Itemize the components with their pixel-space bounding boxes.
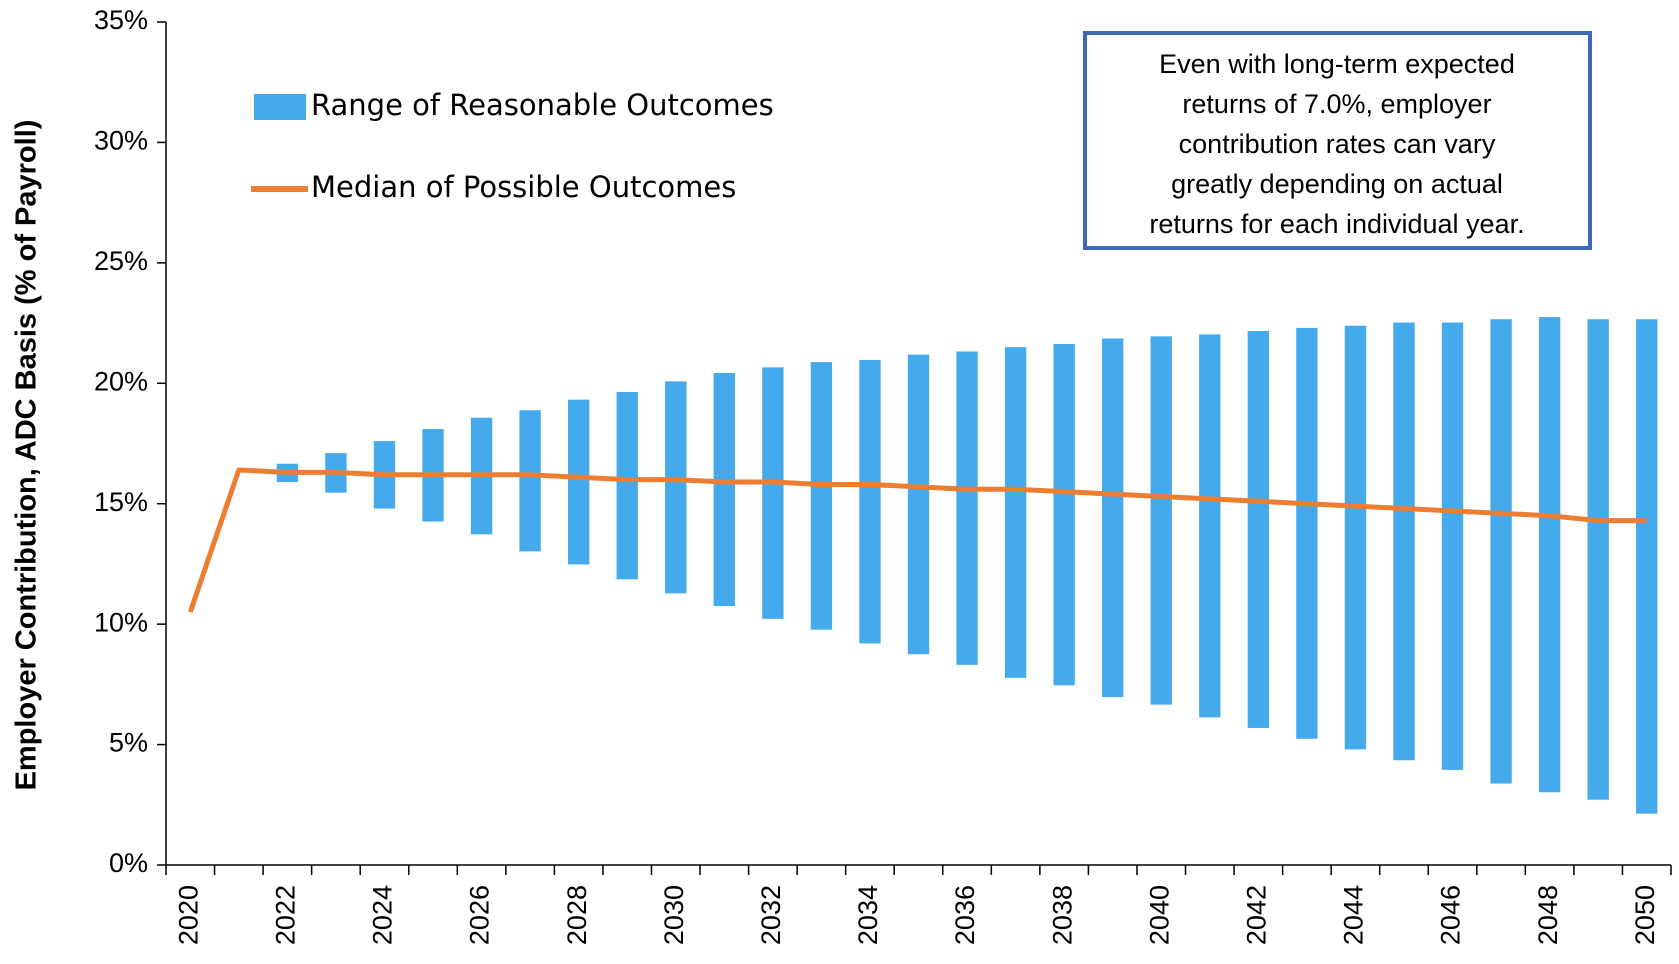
x-tick-label: 2028 [562,885,592,945]
range-bar [665,381,687,594]
x-tick-label: 2032 [756,885,786,945]
range-bar [1247,331,1270,728]
range-bar [616,391,638,580]
range-bar [762,367,784,619]
range-bar [859,359,881,644]
x-tick-label: 2020 [173,885,203,945]
y-tick-label: 30% [94,126,148,156]
x-tick-label: 2026 [465,885,495,945]
range-bar [1150,336,1172,705]
legend-label: Median of Possible Outcomes [311,170,736,204]
range-bar [567,399,590,565]
range-bar [1102,338,1124,698]
range-bar [519,410,541,552]
y-axis-label: Employer Contribution, ADC Basis (% of P… [11,120,43,791]
annotation-box [1083,31,1592,250]
y-tick-label: 20% [94,366,148,396]
range-bar [713,372,735,607]
range-bar [1004,347,1027,678]
x-tick-label: 2034 [853,885,883,945]
x-tick-label: 2042 [1241,885,1271,945]
range-bar [810,362,833,630]
annotation-line: returns for each individual year. [1149,209,1524,239]
range-bar [1587,319,1609,800]
x-tick-label: 2050 [1630,885,1660,945]
y-tick-label: 25% [94,246,148,276]
range-bar [1053,344,1075,686]
x-tick-label: 2044 [1339,885,1369,945]
y-tick-label: 5% [109,728,148,758]
annotation-line: returns of 7.0%, employer [1182,89,1491,119]
range-bar [1344,325,1367,750]
legend-label: Range of Reasonable Outcomes [311,88,774,122]
annotation-line: greatly depending on actual [1171,169,1503,199]
y-tick-label: 10% [94,607,148,637]
range-bar [956,351,978,665]
annotation-line: Even with long-term expected [1159,49,1515,79]
annotation-line: contribution rates can vary [1179,129,1496,159]
x-tick-label: 2038 [1047,885,1077,945]
x-tick-label: 2022 [270,885,300,945]
range-bar [1296,327,1318,739]
x-tick-label: 2036 [950,885,980,945]
y-tick-label: 0% [109,848,148,878]
range-bar [1490,319,1512,784]
x-tick-label: 2040 [1144,885,1174,945]
x-tick-label: 2024 [368,885,398,945]
range-bar [1441,322,1464,770]
legend-swatch [254,94,306,120]
range-bar [1199,334,1221,718]
x-tick-label: 2048 [1533,885,1563,945]
range-bar [907,354,930,655]
median-line [187,467,1647,613]
range-bar [1636,319,1658,814]
range-bar [1538,317,1561,793]
y-tick-label: 15% [94,487,148,517]
range-bar [1393,322,1415,761]
x-tick-label: 2046 [1436,885,1466,945]
y-tick-label: 35% [94,5,148,35]
x-tick-label: 2030 [659,885,689,945]
